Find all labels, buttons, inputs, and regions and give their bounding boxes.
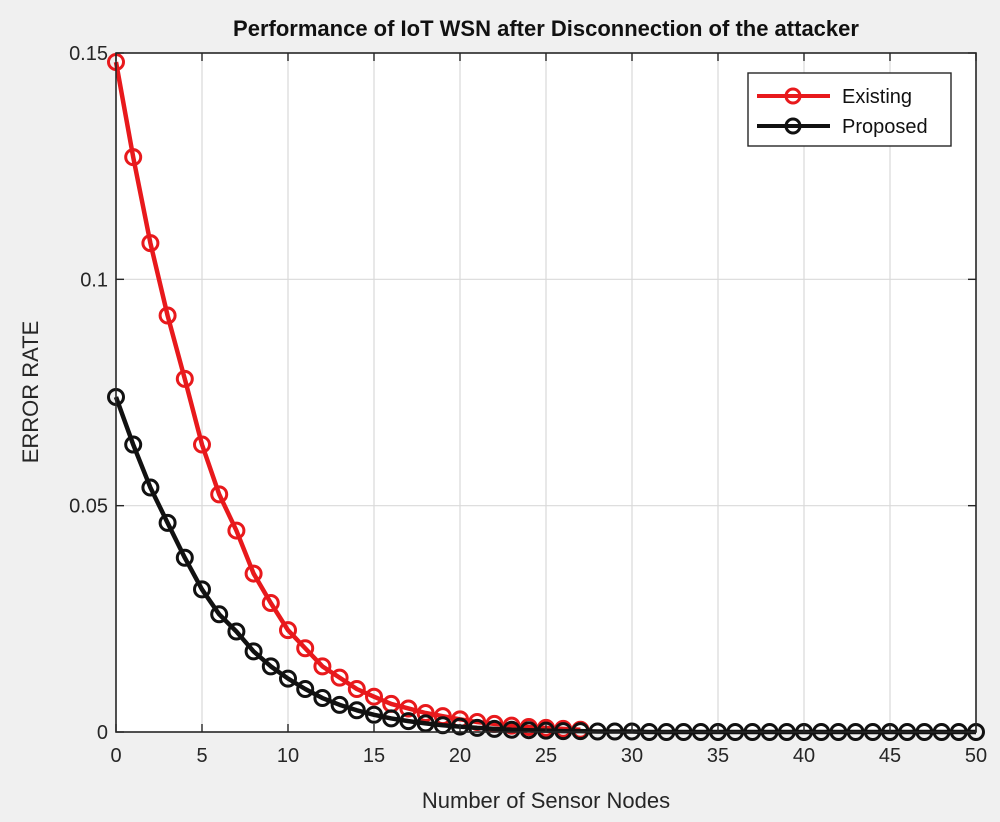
data-point-proposed <box>158 513 177 532</box>
data-point-proposed <box>485 719 504 738</box>
data-point-existing <box>175 369 194 388</box>
data-point-proposed <box>502 720 521 739</box>
data-point-existing <box>141 234 160 253</box>
data-point-proposed <box>451 717 469 736</box>
data-point-proposed <box>261 657 280 676</box>
y-tick-labels: 0 0.05 0.1 0.15 <box>69 43 108 744</box>
data-point-proposed <box>227 622 246 641</box>
data-point-existing <box>227 521 246 540</box>
data-point-existing <box>416 703 435 722</box>
x-tick-label: 20 <box>449 745 471 767</box>
data-point-proposed <box>468 718 487 737</box>
tick-marks <box>115 52 977 733</box>
y-axis-label: ERROR RATE <box>18 321 43 464</box>
legend-box <box>747 72 952 147</box>
x-tick-label: 25 <box>535 745 557 767</box>
data-point-proposed <box>175 548 194 567</box>
legend-marker-existing <box>784 87 802 105</box>
legend-label-proposed: Proposed <box>842 116 928 138</box>
x-tick-labels: 0 5 10 15 20 25 30 35 40 45 50 <box>110 745 987 767</box>
data-point-existing <box>330 668 349 687</box>
data-point-existing <box>210 485 229 504</box>
data-point-existing <box>244 564 263 583</box>
data-point-existing <box>365 687 383 706</box>
data-point-proposed <box>365 705 383 724</box>
x-tick-label: 30 <box>621 745 643 767</box>
data-point-existing <box>124 148 143 167</box>
data-point-proposed <box>571 722 590 741</box>
legend-label-existing: Existing <box>842 86 912 108</box>
data-point-proposed <box>519 721 538 740</box>
data-point-existing <box>261 593 280 612</box>
data-point-existing <box>193 435 211 454</box>
data-point-proposed <box>124 435 143 454</box>
x-tick-label: 45 <box>879 745 901 767</box>
data-point-existing <box>347 679 366 698</box>
legend-marker-proposed <box>784 117 802 135</box>
y-tick-label: 0.05 <box>69 496 108 518</box>
y-tick-label: 0 <box>97 722 108 744</box>
data-point-proposed <box>313 689 332 708</box>
data-point-proposed <box>244 642 263 661</box>
x-tick-label: 50 <box>965 745 987 767</box>
data-point-proposed <box>347 701 366 720</box>
data-point-proposed <box>330 695 349 714</box>
x-tick-label: 0 <box>110 745 121 767</box>
data-point-proposed <box>296 679 315 698</box>
data-point-proposed <box>537 721 555 740</box>
x-tick-label: 5 <box>196 745 207 767</box>
data-point-proposed <box>416 714 435 733</box>
legend: Existing Proposed <box>747 72 952 147</box>
y-tick-label: 0.1 <box>80 269 108 291</box>
x-tick-label: 35 <box>707 745 729 767</box>
data-point-existing <box>279 621 297 640</box>
data-point-proposed <box>210 605 229 624</box>
data-point-existing <box>158 306 177 325</box>
grid-lines <box>116 53 976 732</box>
data-point-proposed <box>554 722 573 741</box>
x-tick-label: 40 <box>793 745 815 767</box>
chart-title: Performance of IoT WSN after Disconnecti… <box>233 16 859 41</box>
data-point-existing <box>313 657 332 676</box>
data-point-existing <box>296 639 315 658</box>
data-point-proposed <box>279 669 297 688</box>
data-point-existing <box>399 699 418 718</box>
data-point-proposed <box>382 709 401 728</box>
data-point-proposed <box>141 478 160 497</box>
y-tick-label: 0.15 <box>69 43 108 65</box>
x-axis-label: Number of Sensor Nodes <box>422 788 670 813</box>
x-tick-label: 10 <box>277 745 299 767</box>
x-tick-label: 15 <box>363 745 385 767</box>
data-point-proposed <box>193 580 211 599</box>
data-point-proposed <box>399 712 418 731</box>
